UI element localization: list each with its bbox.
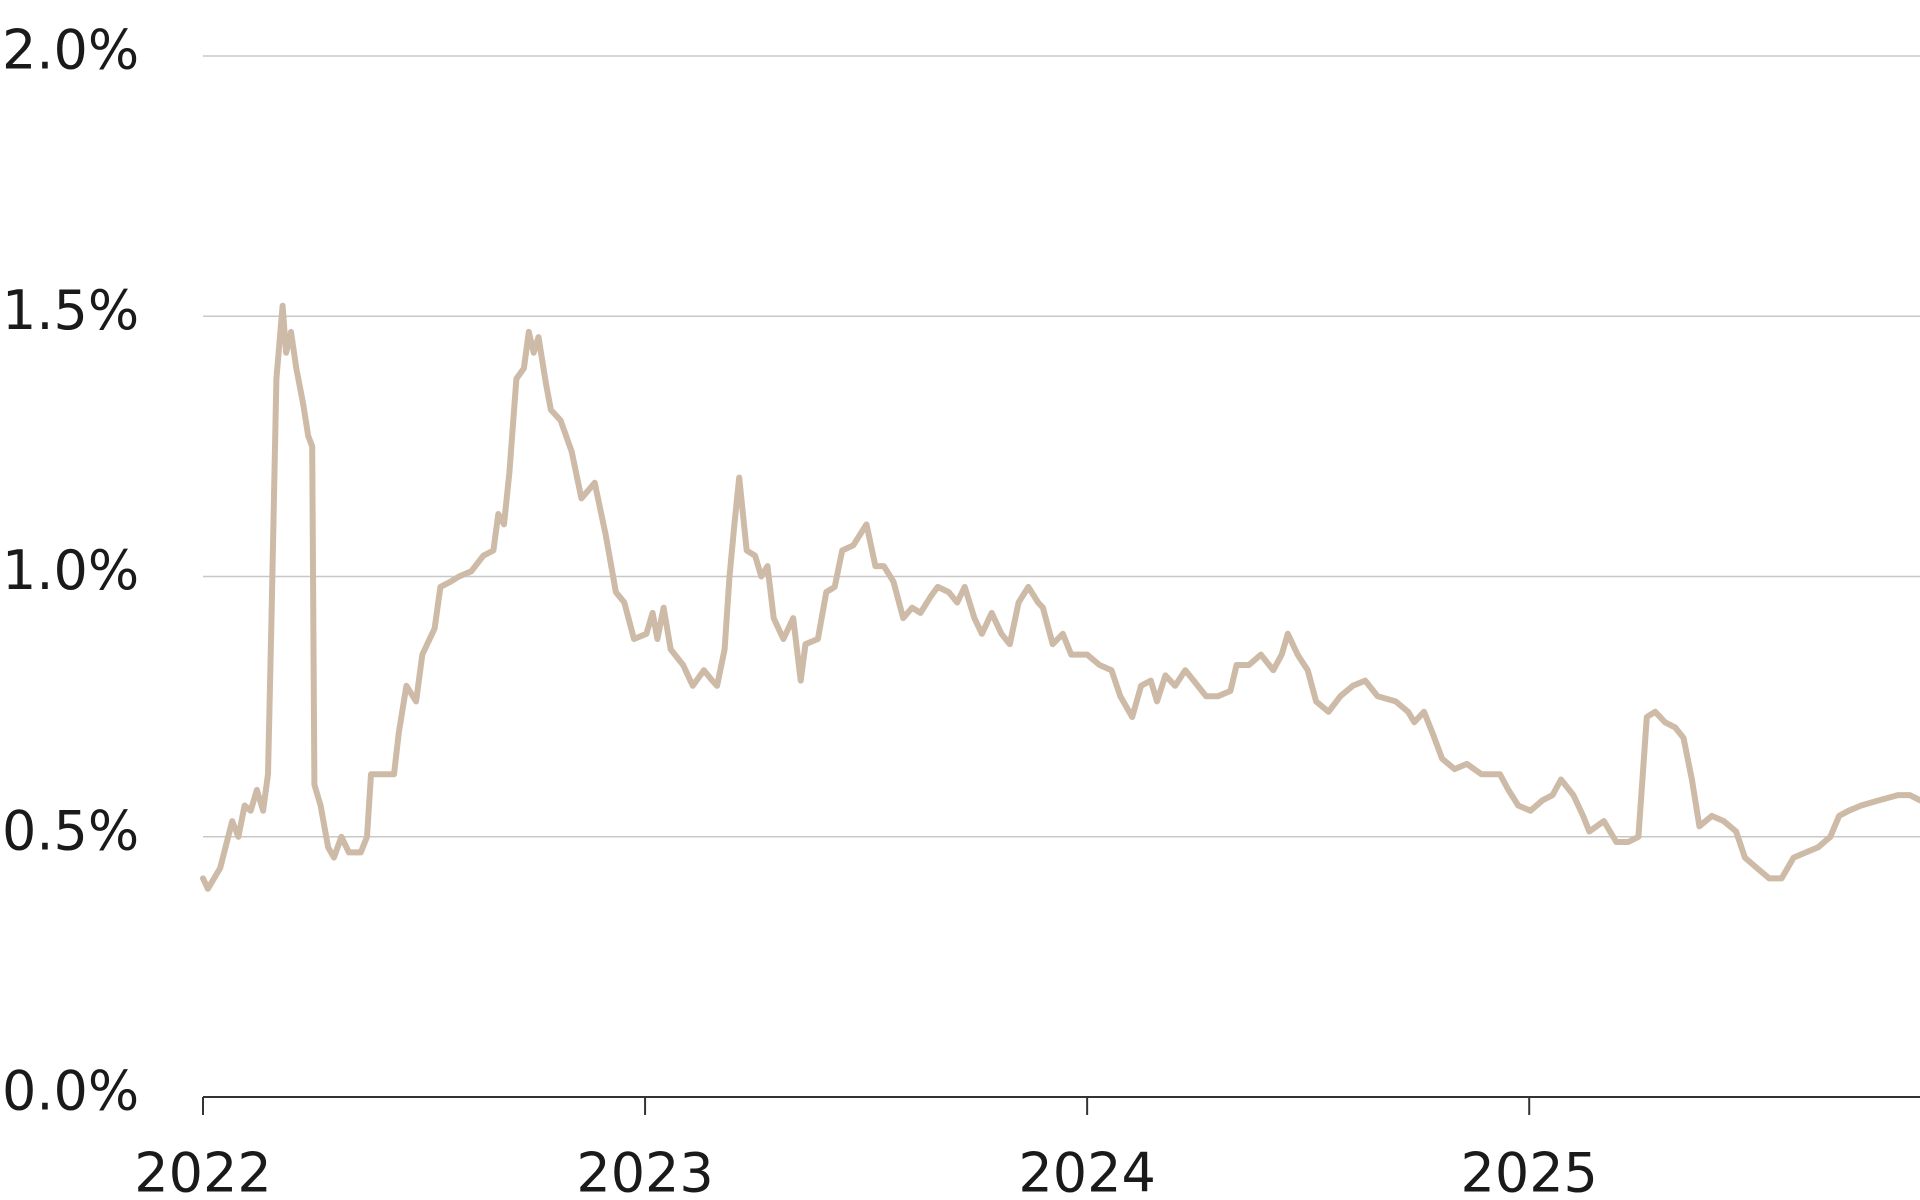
x-tick-label: 2025 — [1460, 1142, 1597, 1200]
y-tick-label: 0.0% — [2, 1060, 139, 1123]
x-tick-label: 2024 — [1018, 1142, 1155, 1200]
y-tick-label: 2.0% — [2, 19, 139, 82]
y-tick-label: 0.5% — [2, 799, 139, 862]
x-tick-label: 2022 — [134, 1142, 271, 1200]
y-tick-label: 1.0% — [2, 539, 139, 602]
y-tick-label: 1.5% — [2, 279, 139, 342]
x-tick-label: 2023 — [576, 1142, 713, 1200]
data-line — [200, 302, 1920, 892]
